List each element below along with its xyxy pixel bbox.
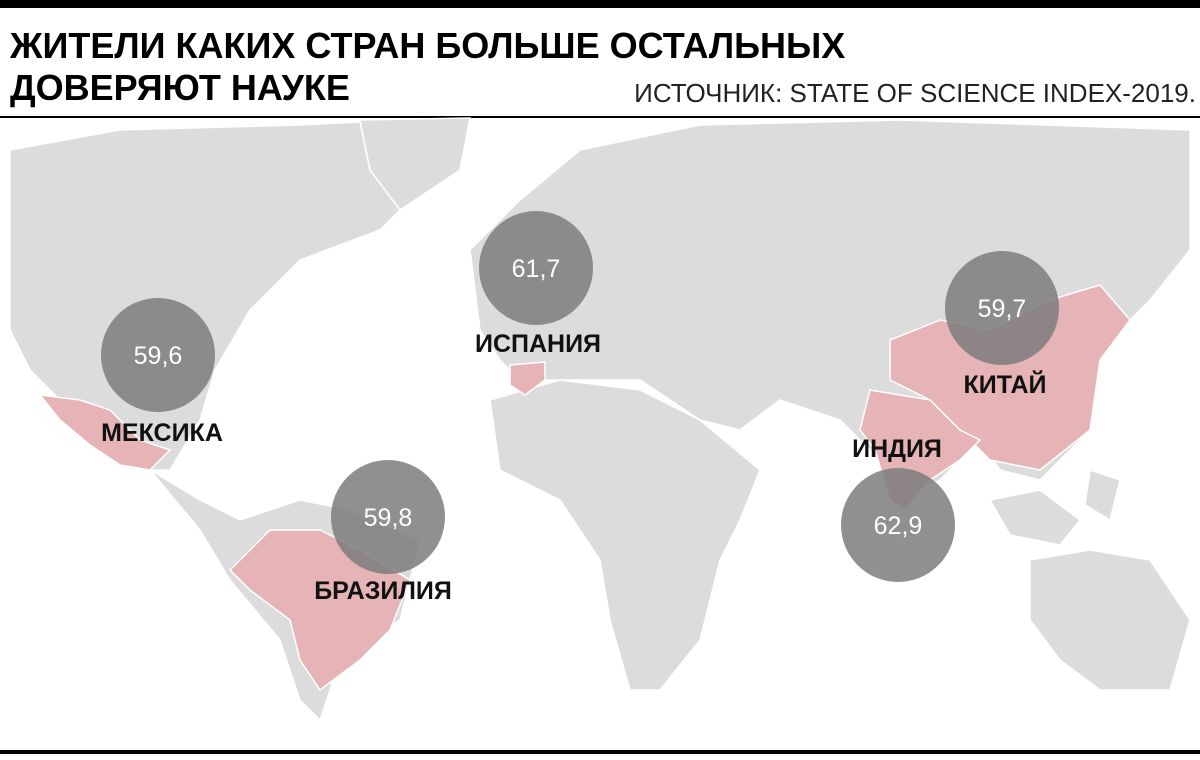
land xyxy=(489,379,761,691)
title-line: ЖИТЕЛИ КАКИХ СТРАН БОЛЬШЕ ОСТАЛЬНЫХ xyxy=(9,25,845,66)
value-circle xyxy=(101,298,215,412)
country-name: МЕКСИКА xyxy=(101,419,223,447)
land xyxy=(1029,549,1191,691)
land xyxy=(359,117,471,212)
country-mexico xyxy=(38,394,172,471)
header-rule xyxy=(0,116,1200,118)
land xyxy=(9,121,401,471)
country-name: БРАЗИЛИЯ xyxy=(314,577,452,605)
value-circle xyxy=(945,251,1059,365)
markers: 59,6 МЕКСИКА 61,7 ИСПАНИЯ 59,7 КИТАЙ 59,8 БРАЗИ… xyxy=(101,211,1059,605)
value-circle xyxy=(331,460,445,574)
land xyxy=(988,469,1121,546)
country-name: КИТАЙ xyxy=(964,369,1047,399)
value-circle xyxy=(479,211,593,325)
country-name: ИСПАНИЯ xyxy=(475,330,601,358)
value-label: 62,9 xyxy=(874,512,923,540)
country-brazil xyxy=(228,529,411,692)
value-label: 61,7 xyxy=(512,255,561,283)
title-line: ДОВЕРЯЮТ НАУКЕ xyxy=(10,67,350,108)
value-label: 59,8 xyxy=(364,504,413,532)
country-name: ИНДИЯ xyxy=(852,435,942,463)
bottom-rule xyxy=(0,750,1200,754)
value-label: 59,6 xyxy=(134,342,183,370)
top-rule xyxy=(0,0,1200,8)
country-spain xyxy=(509,361,546,396)
source: ИСТОЧНИК: STATE OF SCIENCE INDEX-2019. xyxy=(634,78,1196,108)
value-label: 59,7 xyxy=(978,295,1027,323)
value-circle xyxy=(841,468,955,582)
